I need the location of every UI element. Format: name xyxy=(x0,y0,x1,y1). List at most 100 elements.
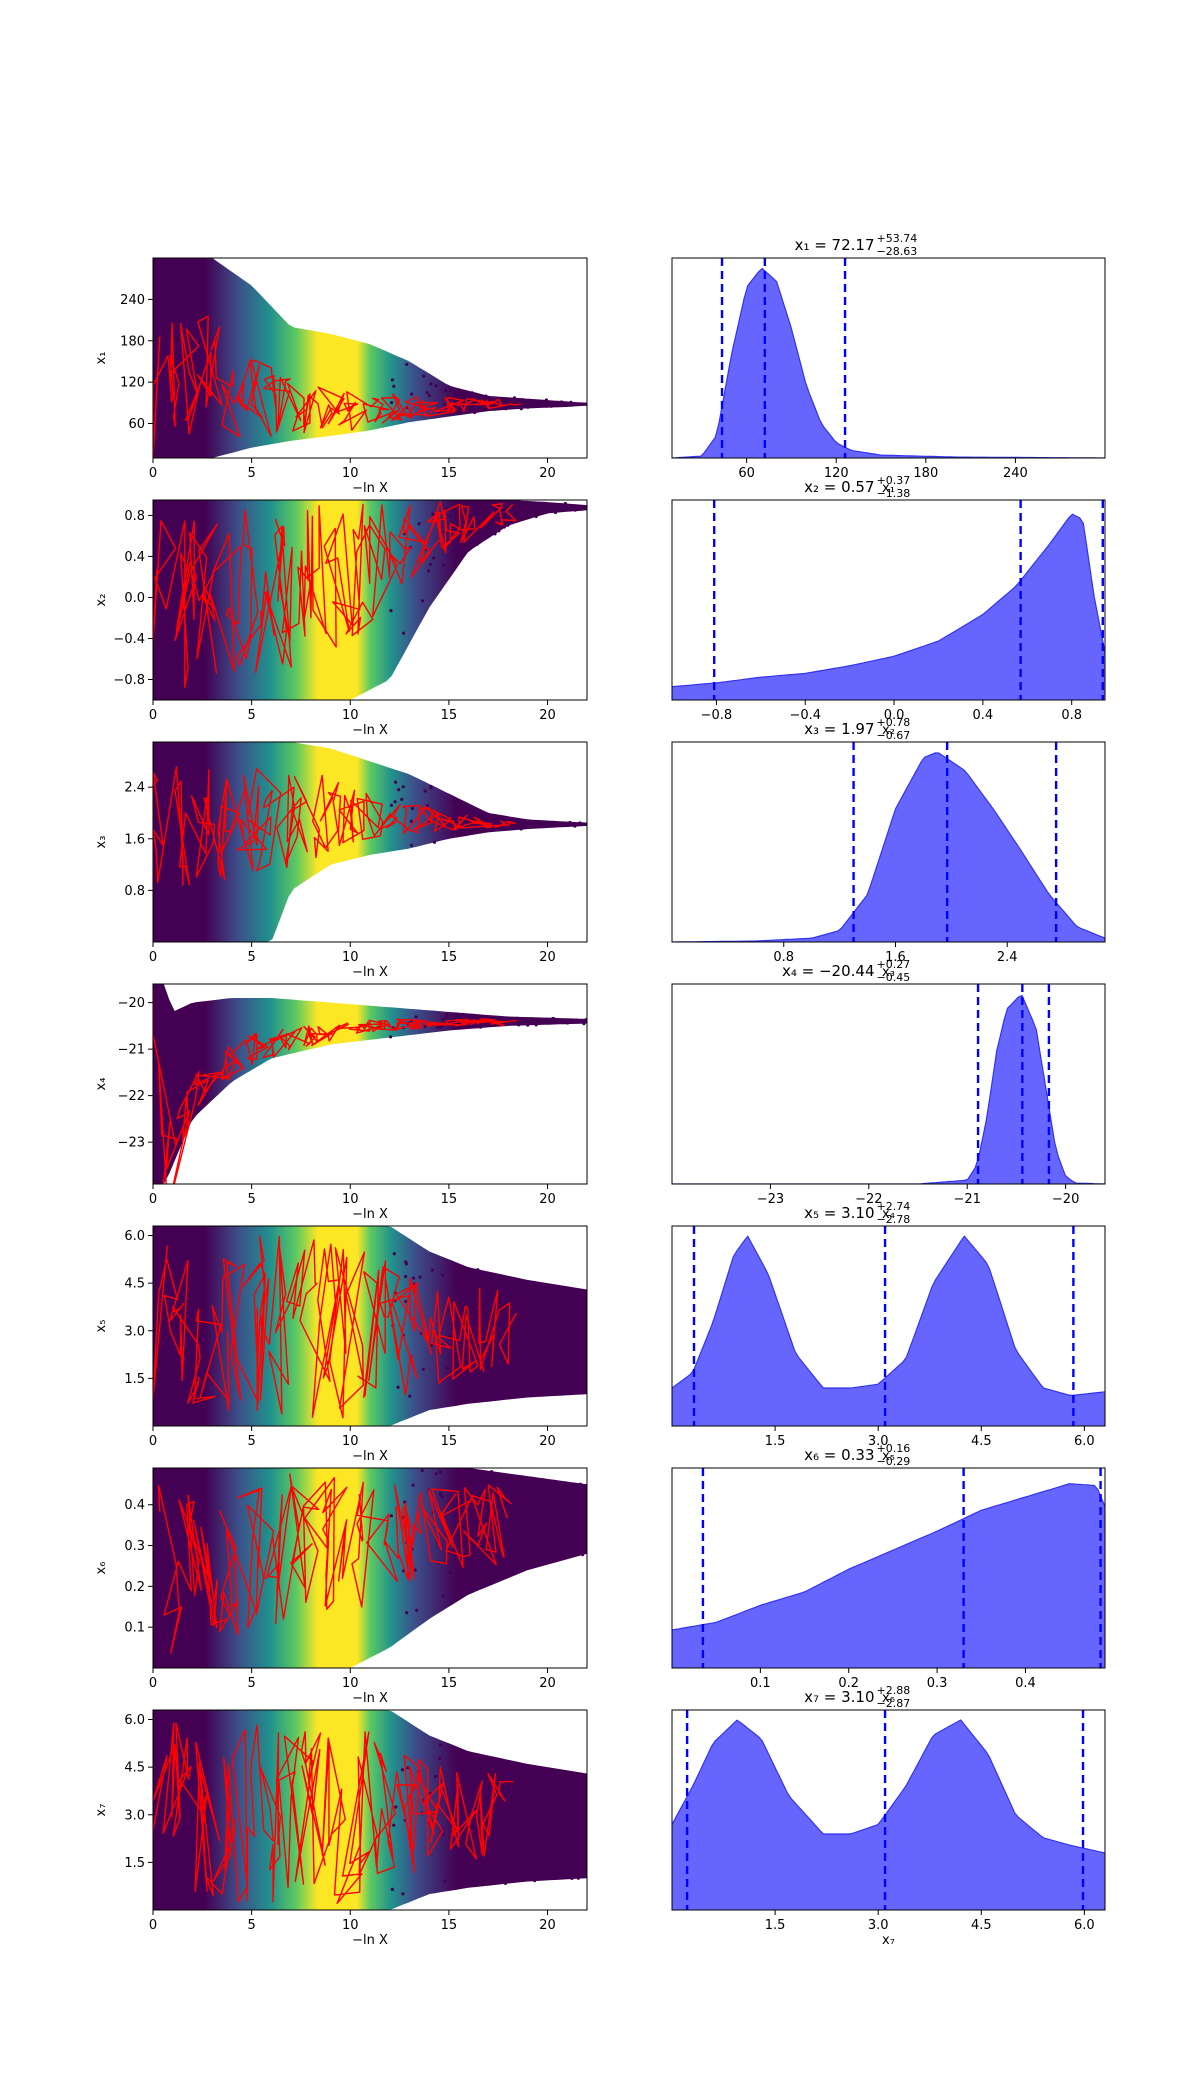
trace-axes-frame xyxy=(152,983,588,1185)
trace-point xyxy=(546,502,550,506)
trace-point xyxy=(544,398,549,402)
posterior-axes-frame xyxy=(671,1467,1106,1669)
x-tick-label: 15 xyxy=(441,708,458,723)
y-tick-label: 0.4 xyxy=(124,550,145,565)
trace-point xyxy=(452,500,456,504)
trace-point xyxy=(444,506,448,510)
trace-point xyxy=(464,1471,468,1475)
trace-point xyxy=(473,410,477,415)
trace-point xyxy=(533,1879,537,1883)
x-axis-label: x₂ xyxy=(882,723,895,738)
x-tick-label: 5 xyxy=(247,1434,255,1449)
trace-point xyxy=(559,1481,563,1485)
trace-point xyxy=(430,1268,434,1272)
trace-point xyxy=(541,1017,545,1021)
trace-point xyxy=(513,1298,517,1302)
posterior-title-lower-error: −0.67 xyxy=(877,729,911,742)
posterior-title: x₆ = 0.33 +0.16−0.29 xyxy=(804,1442,910,1468)
posterior-density-fill xyxy=(672,514,1105,700)
posterior-density-fill xyxy=(672,752,1105,942)
trace-point xyxy=(497,1571,501,1575)
y-tick-label: −0.4 xyxy=(113,632,145,647)
trace-point xyxy=(504,407,508,411)
trace-point xyxy=(428,562,432,566)
trace-point xyxy=(393,800,397,804)
x-tick-label: 0.1 xyxy=(750,1676,771,1691)
x-axis-label: x₁ xyxy=(882,481,895,496)
trace-point xyxy=(498,1483,502,1487)
x-tick-label: 20 xyxy=(539,1918,556,1933)
x-tick-label: 20 xyxy=(539,466,556,481)
trace-point xyxy=(548,1822,552,1826)
posterior-density-edge xyxy=(672,1719,1105,1854)
trace-point xyxy=(423,1025,427,1029)
posterior-title-upper-error: +0.16 xyxy=(877,1442,911,1455)
trace-point xyxy=(404,1299,408,1304)
x-axis-label: −ln X xyxy=(352,481,388,496)
trace-point xyxy=(477,816,481,820)
x-tick-label: −21 xyxy=(954,1192,981,1207)
trace-point xyxy=(438,1470,443,1474)
x-tick-label: 3.0 xyxy=(868,1434,889,1449)
trace-point xyxy=(565,507,569,511)
trace-point xyxy=(459,1494,463,1499)
x-tick-label: 10 xyxy=(342,708,359,723)
y-tick-label: −23 xyxy=(118,1136,145,1151)
y-axis-label: x₆ xyxy=(94,1562,109,1575)
posterior-density-fill xyxy=(672,268,1105,458)
trace-point xyxy=(522,1018,527,1022)
trace-point xyxy=(568,1531,572,1535)
trace-point xyxy=(455,1012,459,1016)
posterior-panel-7: 1.5 3.0 4.5 6.0 x₇ x₇ = 3.10 +2.88−2.87 xyxy=(671,1684,1106,1948)
trace-point xyxy=(572,504,577,508)
trace-point xyxy=(441,1832,445,1836)
trace-point xyxy=(413,1568,417,1572)
trace-point xyxy=(432,556,436,560)
trace-point xyxy=(448,514,452,518)
trace-point xyxy=(438,1743,442,1747)
trace-point xyxy=(426,569,431,573)
trace-point xyxy=(543,510,548,514)
posterior-title-main: x₄ = −20.44 xyxy=(782,962,875,980)
x-axis-label: x₇ xyxy=(882,1933,895,1948)
trace-point xyxy=(508,1571,512,1575)
trace-point xyxy=(434,1774,438,1779)
trace-point xyxy=(550,1020,555,1024)
y-tick-label: 3.0 xyxy=(124,1808,145,1823)
x-tick-label: 1.6 xyxy=(885,950,906,965)
trace-point xyxy=(479,830,483,834)
trace-point xyxy=(513,502,517,506)
trace-point xyxy=(484,394,488,398)
trace-point xyxy=(449,388,453,392)
trace-point xyxy=(550,1524,554,1528)
trace-point xyxy=(551,821,555,826)
x-tick-label: 0.2 xyxy=(838,1676,859,1691)
posterior-title-lower-error: −2.78 xyxy=(877,1213,911,1226)
trace-point xyxy=(534,1018,538,1023)
posterior-title: x₁ = 72.17 +53.74−28.63 xyxy=(795,232,918,258)
row-3: 0 5 10 15 20 0.8 1.6 2.4 −ln X x₃ 0.8 1.6 2.4 x₃ x₃ = … xyxy=(94,716,1106,980)
y-tick-label: 0.8 xyxy=(124,509,145,524)
trace-point xyxy=(563,1299,568,1304)
trace-point xyxy=(554,1533,558,1537)
trace-point xyxy=(501,1760,505,1764)
x-tick-label: −23 xyxy=(757,1192,784,1207)
trace-point xyxy=(536,404,541,408)
x-tick-label: 180 xyxy=(913,466,938,481)
trace-axes-frame xyxy=(152,499,588,701)
posterior-title-lower-error: −28.63 xyxy=(877,245,918,258)
trace-point xyxy=(389,609,393,613)
trace-point xyxy=(549,403,553,407)
trace-point xyxy=(577,506,581,510)
trace-point xyxy=(566,1307,570,1311)
y-tick-label: −0.8 xyxy=(113,673,145,688)
trace-point xyxy=(512,396,517,400)
x-tick-label: −0.8 xyxy=(701,708,733,723)
trace-point xyxy=(555,1317,559,1321)
trace-panel-6: 0 5 10 15 20 0.1 0.2 0.3 0.4 −ln X x₆ xyxy=(94,1467,588,1706)
posterior-panel-6: 0.1 0.2 0.3 0.4 x₆ x₆ = 0.33 +0.16−0.29 xyxy=(671,1442,1106,1706)
trace-point xyxy=(441,1594,445,1598)
trace-line xyxy=(157,1473,512,1654)
trace-panel-2: 0 5 10 15 20 −0.8 −0.4 0.0 0.4 0.8 −ln X x₂ xyxy=(94,499,588,738)
posterior-title-main: x₅ = 3.10 xyxy=(804,1204,874,1222)
